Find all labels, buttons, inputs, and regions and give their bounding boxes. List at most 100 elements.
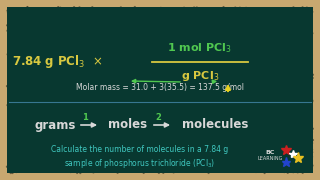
Point [28,88,33,91]
Point [130,138,135,141]
Point [291,117,296,120]
Point [21,73,26,75]
Point [54,134,60,137]
Point [195,97,200,100]
Point [292,98,297,101]
Point [164,101,170,103]
Point [272,130,277,133]
Point [310,73,316,76]
Point [24,120,29,123]
Point [58,99,63,102]
Point [61,156,67,159]
Point [81,86,86,89]
Point [145,12,150,15]
Point [145,128,150,131]
Point [116,8,122,11]
Point [192,139,197,141]
Point [34,136,39,139]
Point [141,72,146,75]
Point [212,62,217,65]
Point [221,6,226,9]
Point [186,17,191,20]
Point [34,81,39,84]
Point [283,64,288,67]
Point [234,138,239,141]
Point [28,52,34,55]
Point [154,86,159,89]
Point [203,145,208,148]
Point [180,93,185,96]
Point [218,109,223,111]
Point [29,132,35,134]
Point [21,152,26,155]
Point [277,129,283,132]
Point [198,56,203,59]
Point [30,22,35,25]
Point [51,26,56,29]
Point [228,34,233,37]
Point [273,155,278,158]
Point [60,165,65,168]
Point [47,132,52,134]
Point [226,19,231,22]
Point [19,20,24,23]
Point [47,140,52,143]
Point [238,50,243,53]
Point [160,143,165,145]
Point [139,124,144,127]
Point [84,8,90,11]
Point [292,122,297,125]
Point [32,72,37,75]
Point [303,48,308,51]
Point [224,127,229,130]
Point [181,163,186,166]
Point [258,159,263,162]
Point [113,87,118,90]
Point [172,18,177,21]
Point [97,16,102,19]
Point [153,164,158,167]
Point [193,101,198,104]
Point [12,32,17,35]
Point [142,20,147,22]
Point [68,31,73,34]
Point [236,150,242,152]
Point [177,35,182,38]
Point [284,12,289,15]
Point [67,122,72,125]
Point [136,92,141,95]
Point [25,52,30,55]
Point [301,95,306,98]
Point [254,99,260,102]
Point [121,11,126,14]
Point [276,118,281,121]
Point [132,65,137,68]
Point [209,116,214,119]
Point [277,94,283,97]
Point [80,36,85,39]
Point [83,19,88,22]
Point [295,122,300,125]
Point [168,169,173,172]
Point [220,16,225,19]
Point [240,79,245,82]
Point [233,166,238,168]
Point [83,37,88,40]
Point [196,77,202,80]
Point [174,67,179,70]
Point [14,45,19,48]
Point [46,89,51,92]
Point [87,21,92,24]
Point [195,114,200,116]
Point [132,156,138,159]
Point [72,144,77,147]
Point [54,57,59,59]
Point [228,90,233,93]
Point [148,148,153,151]
Point [250,159,255,162]
Point [169,82,174,84]
Point [204,80,209,83]
Point [170,129,175,132]
Point [101,150,106,153]
Point [209,64,214,66]
